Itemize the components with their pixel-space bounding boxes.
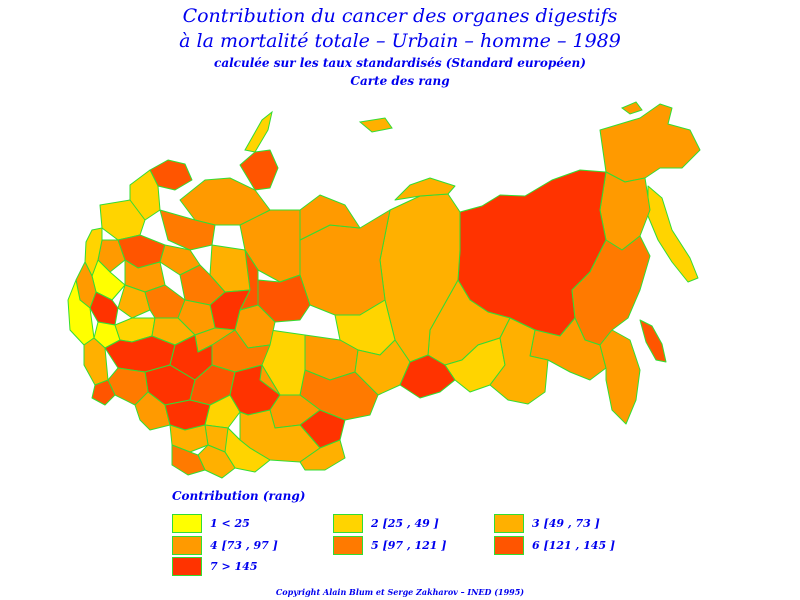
copyright-notice: Copyright Alain Blum et Serge Zakharov –… <box>275 587 525 597</box>
legend-label-2: 2 [25 , 49 ] <box>371 517 439 530</box>
map-type-label: Carte des rang <box>350 74 450 88</box>
legend-swatch-5 <box>333 536 363 555</box>
map-subtitle: calculée sur les taux standardisés (Stan… <box>214 56 586 70</box>
region-primorye <box>599 329 641 425</box>
legend-swatch-6 <box>494 536 524 555</box>
region-chukotka <box>599 103 701 183</box>
region-kamchatka <box>647 185 699 283</box>
region-franz-josef <box>358 117 393 133</box>
legend-label-5: 5 [97 , 121 ] <box>371 539 447 552</box>
region-caspian-south <box>171 444 206 476</box>
legend-swatch-3 <box>494 514 524 533</box>
map-title-line-2: à la mortalité totale – Urbain – homme –… <box>179 30 621 52</box>
legend-label-6: 6 [121 , 145 ] <box>532 539 616 552</box>
region-novaya-zemlya <box>244 110 273 153</box>
legend-label-7: 7 > 145 <box>210 560 258 573</box>
legend-swatch-4 <box>172 536 202 555</box>
legend-swatch-2 <box>333 514 363 533</box>
region-chita <box>489 317 549 405</box>
legend-label-1: 1 < 25 <box>210 517 250 530</box>
region-baltic <box>84 227 103 277</box>
region-wrangel <box>621 101 643 115</box>
legend-label-4: 4 [73 , 97 ] <box>210 539 278 552</box>
region-kalmykia <box>204 394 241 429</box>
region-crimea <box>91 379 116 406</box>
region-tuva <box>399 354 456 399</box>
region-nenets <box>239 149 279 191</box>
region-sakhalin <box>639 319 667 363</box>
legend-swatch-1 <box>172 514 202 533</box>
legend-label-3: 3 [49 , 73 ] <box>532 517 600 530</box>
map-title-line-1: Contribution du cancer des organes diges… <box>182 5 618 27</box>
region-kyrgyz <box>299 439 346 471</box>
region-ryazan <box>144 284 186 319</box>
region-taymyr-north <box>394 177 456 201</box>
legend-title: Contribution (rang) <box>172 489 306 503</box>
region-magadan <box>599 171 651 251</box>
region-kaluga <box>117 284 151 319</box>
legend-swatch-7 <box>172 557 202 576</box>
